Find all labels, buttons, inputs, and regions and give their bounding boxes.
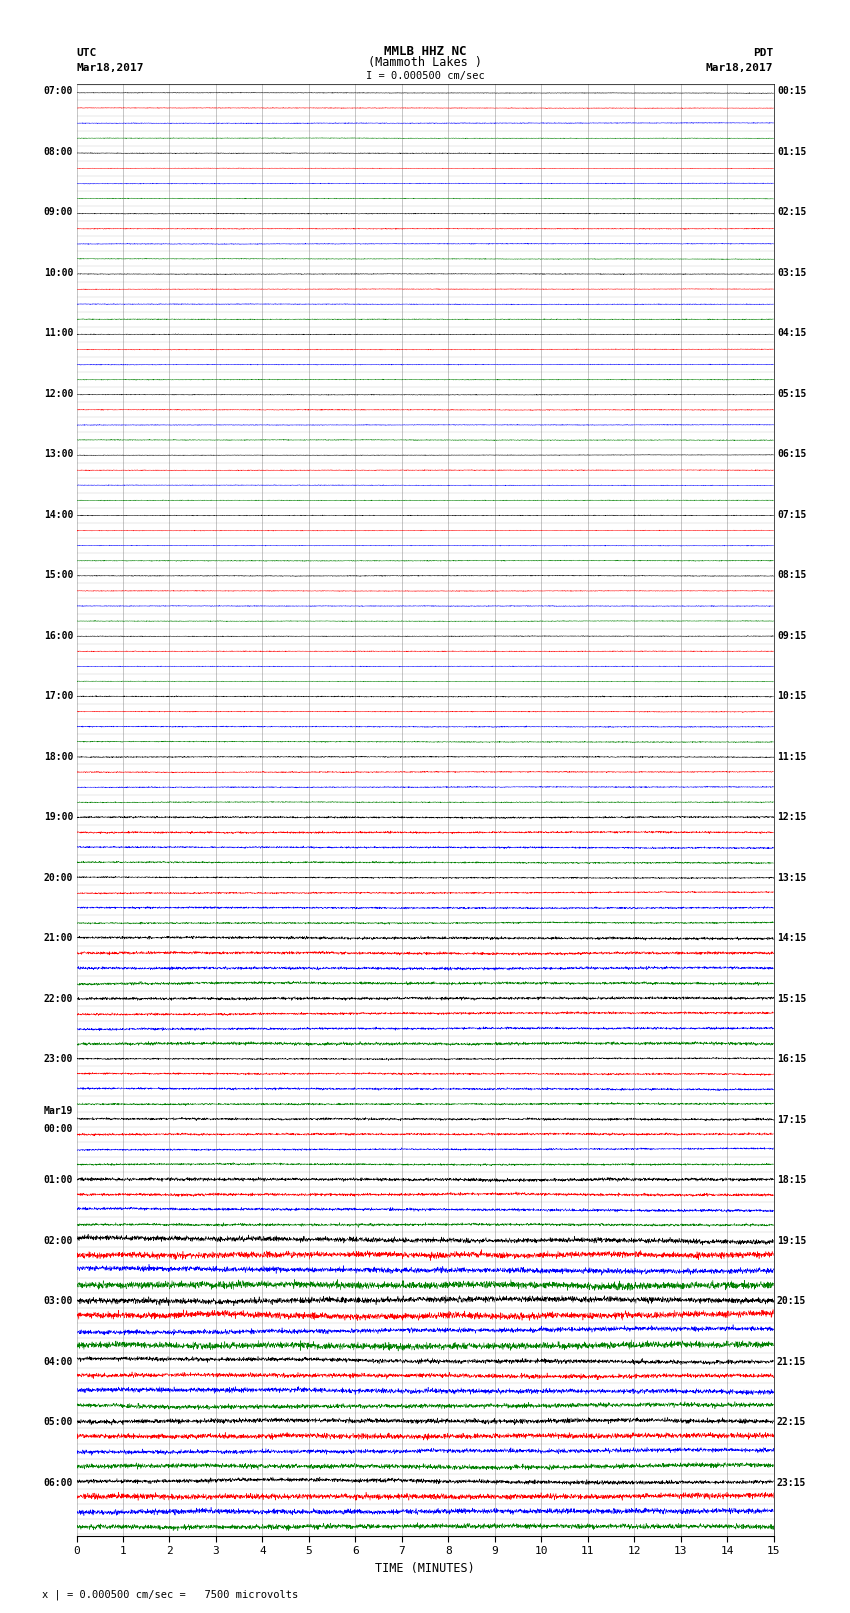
Text: 10:15: 10:15: [777, 692, 807, 702]
Text: (Mammoth Lakes ): (Mammoth Lakes ): [368, 56, 482, 69]
Text: 22:00: 22:00: [43, 994, 73, 1003]
Text: 20:00: 20:00: [43, 873, 73, 882]
Text: 07:00: 07:00: [43, 87, 73, 97]
Text: 23:00: 23:00: [43, 1055, 73, 1065]
Text: 08:15: 08:15: [777, 571, 807, 581]
Text: 21:00: 21:00: [43, 934, 73, 944]
Text: x | = 0.000500 cm/sec =   7500 microvolts: x | = 0.000500 cm/sec = 7500 microvolts: [42, 1589, 298, 1600]
Text: 13:15: 13:15: [777, 873, 807, 882]
Text: I = 0.000500 cm/sec: I = 0.000500 cm/sec: [366, 71, 484, 81]
Text: 11:00: 11:00: [43, 329, 73, 339]
Text: 16:15: 16:15: [777, 1055, 807, 1065]
Text: 14:15: 14:15: [777, 934, 807, 944]
Text: Mar19: Mar19: [43, 1107, 73, 1116]
Text: 04:15: 04:15: [777, 329, 807, 339]
Text: 04:00: 04:00: [43, 1357, 73, 1366]
Text: 23:15: 23:15: [777, 1478, 807, 1487]
Text: 18:00: 18:00: [43, 752, 73, 761]
Text: 15:15: 15:15: [777, 994, 807, 1003]
Text: 05:00: 05:00: [43, 1418, 73, 1428]
Text: 17:00: 17:00: [43, 692, 73, 702]
Text: 00:00: 00:00: [43, 1124, 73, 1134]
Text: 06:15: 06:15: [777, 450, 807, 460]
Text: 20:15: 20:15: [777, 1297, 807, 1307]
Text: 05:15: 05:15: [777, 389, 807, 398]
Text: PDT: PDT: [753, 48, 774, 58]
Text: Mar18,2017: Mar18,2017: [706, 63, 774, 73]
Text: 03:00: 03:00: [43, 1297, 73, 1307]
Text: MMLB HHZ NC: MMLB HHZ NC: [383, 45, 467, 58]
Text: 16:00: 16:00: [43, 631, 73, 640]
Text: 09:00: 09:00: [43, 208, 73, 218]
Text: 13:00: 13:00: [43, 450, 73, 460]
Text: 02:00: 02:00: [43, 1236, 73, 1245]
Text: 06:00: 06:00: [43, 1478, 73, 1487]
Text: 15:00: 15:00: [43, 571, 73, 581]
Text: 00:15: 00:15: [777, 87, 807, 97]
Text: 19:15: 19:15: [777, 1236, 807, 1245]
Text: 18:15: 18:15: [777, 1176, 807, 1186]
Text: 01:00: 01:00: [43, 1176, 73, 1186]
Text: 09:15: 09:15: [777, 631, 807, 640]
Text: 17:15: 17:15: [777, 1115, 807, 1124]
Text: 11:15: 11:15: [777, 752, 807, 761]
Text: 07:15: 07:15: [777, 510, 807, 519]
Text: 03:15: 03:15: [777, 268, 807, 277]
Text: 21:15: 21:15: [777, 1357, 807, 1366]
Text: 12:00: 12:00: [43, 389, 73, 398]
Text: 19:00: 19:00: [43, 813, 73, 823]
Text: 22:15: 22:15: [777, 1418, 807, 1428]
Text: Mar18,2017: Mar18,2017: [76, 63, 144, 73]
Text: 12:15: 12:15: [777, 813, 807, 823]
Text: UTC: UTC: [76, 48, 97, 58]
Text: 14:00: 14:00: [43, 510, 73, 519]
Text: 08:00: 08:00: [43, 147, 73, 156]
Text: 01:15: 01:15: [777, 147, 807, 156]
Text: 02:15: 02:15: [777, 208, 807, 218]
Text: 10:00: 10:00: [43, 268, 73, 277]
X-axis label: TIME (MINUTES): TIME (MINUTES): [375, 1561, 475, 1574]
